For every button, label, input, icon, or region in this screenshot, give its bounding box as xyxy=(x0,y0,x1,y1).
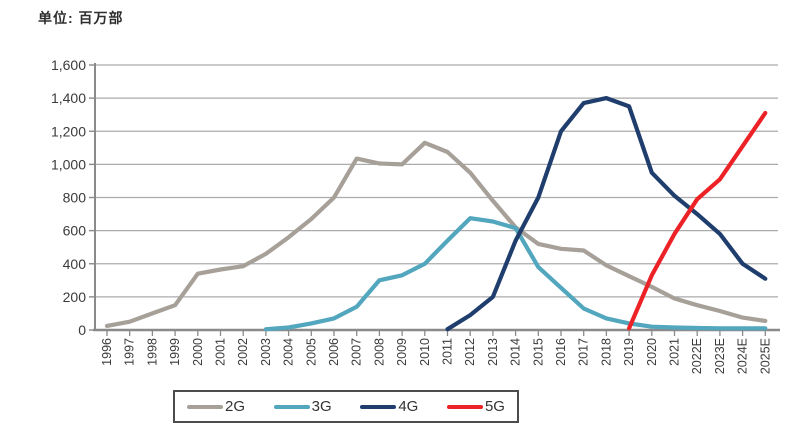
y-axis-label: 1,200 xyxy=(51,123,86,139)
x-axis-label: 2000 xyxy=(191,338,205,366)
x-axis-label: 2022E xyxy=(690,338,704,374)
x-axis-label: 2001 xyxy=(214,338,228,366)
x-axis-label: 2024E xyxy=(736,338,750,374)
y-axis-label: 1,000 xyxy=(51,156,86,172)
x-axis-label: 2009 xyxy=(395,338,409,366)
y-axis-label: 600 xyxy=(63,223,87,239)
y-axis-label: 1,600 xyxy=(51,57,86,73)
series-line-2g xyxy=(104,140,768,328)
x-axis-label: 1999 xyxy=(168,338,182,366)
series-line-5g xyxy=(626,110,768,331)
chart-unit-label: 单位: 百万部 xyxy=(38,10,124,26)
series-line-4g xyxy=(445,95,768,332)
y-axis-label: 1,400 xyxy=(51,90,86,106)
x-axis-label: 2014 xyxy=(509,338,523,366)
x-axis-label: 2013 xyxy=(486,338,500,366)
legend-item-5g: 5G xyxy=(446,398,505,415)
x-axis-label: 2020 xyxy=(645,338,659,366)
line-chart: 0 200 400 600 800 1,000 1,200 1,400 1,600 1996 199… xyxy=(51,57,780,374)
x-axis-label: 2023E xyxy=(713,338,727,374)
x-axis-label: 2010 xyxy=(418,338,432,366)
legend-item-3g: 3G xyxy=(273,398,332,415)
x-axis-label: 2003 xyxy=(259,338,273,366)
x-axis-label: 2018 xyxy=(599,338,613,366)
x-axis-label: 1996 xyxy=(100,338,114,366)
x-axis-label: 2007 xyxy=(350,338,364,366)
legend-label-5g: 5G xyxy=(484,398,505,415)
y-axis-label: 800 xyxy=(63,190,87,206)
x-axis-label: 2004 xyxy=(282,338,296,366)
chart-legend: 2G 3G 4G 5G xyxy=(173,390,519,423)
legend-label-2g: 2G xyxy=(225,398,246,415)
x-axis-label: 2016 xyxy=(554,338,568,366)
x-axis-label: 2012 xyxy=(463,338,477,366)
x-axis-label: 2008 xyxy=(372,338,386,366)
legend-swatch-4g xyxy=(360,404,397,409)
legend-item-2g: 2G xyxy=(187,399,245,414)
x-axis-label: 2005 xyxy=(304,338,318,366)
x-axis-label: 1997 xyxy=(123,338,137,366)
x-axis-label: 2017 xyxy=(577,338,591,366)
legend-item-4g: 4G xyxy=(360,399,418,414)
x-axis-label: 2015 xyxy=(531,338,545,366)
legend-swatch-2g xyxy=(187,404,223,409)
y-axis-label: 200 xyxy=(63,289,87,305)
x-axis-label: 2002 xyxy=(236,338,250,366)
y-axis-label: 0 xyxy=(78,322,86,338)
legend-label-4g: 4G xyxy=(398,398,419,415)
y-axis-label: 400 xyxy=(63,256,87,272)
x-axis-label: 2021 xyxy=(668,338,682,366)
x-axis-label: 2025E xyxy=(758,338,772,374)
legend-swatch-3g xyxy=(273,404,310,409)
x-axis-label: 2006 xyxy=(327,338,341,366)
x-axis-label: 2011 xyxy=(441,338,455,365)
x-axis-label: 2019 xyxy=(622,338,636,366)
legend-label-3g: 3G xyxy=(311,398,332,415)
x-axis-label: 1998 xyxy=(145,338,159,366)
legend-swatch-5g xyxy=(446,404,483,409)
series-line-3g xyxy=(263,216,768,332)
